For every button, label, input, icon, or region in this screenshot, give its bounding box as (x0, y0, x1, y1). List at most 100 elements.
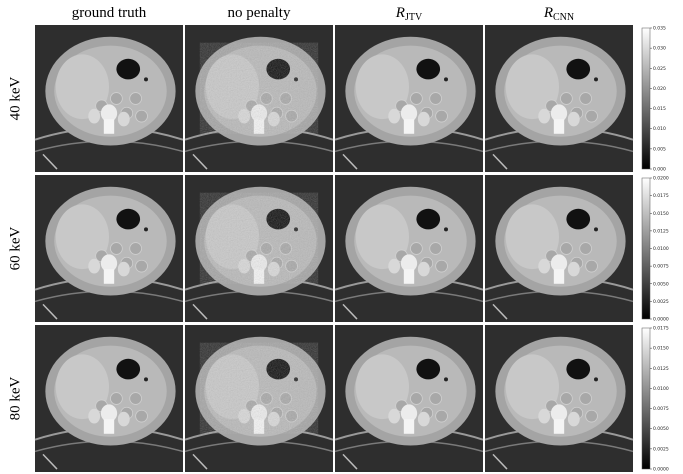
bowel (430, 243, 442, 255)
spine (104, 419, 114, 434)
colorbar-label: 0.0100 (653, 246, 669, 252)
bowel (110, 93, 122, 105)
gas (416, 209, 440, 230)
spine (554, 419, 564, 434)
kidney (418, 112, 430, 127)
bowel (580, 243, 592, 255)
spine (404, 119, 414, 134)
kidney (118, 412, 130, 427)
kidney (418, 262, 430, 277)
kidney (388, 409, 400, 424)
bowel (560, 93, 572, 105)
bowel (410, 393, 422, 405)
symbol: R (395, 5, 405, 21)
spine (554, 119, 564, 134)
colorbar-label: 0.025 (653, 66, 666, 72)
kidney (538, 409, 550, 424)
figure: ground truthno penaltyRJTVRCNN40 keV0.00… (0, 0, 683, 474)
row-label: 80 keV (7, 376, 23, 420)
bowel (410, 93, 422, 105)
bowel (586, 260, 598, 272)
colorbar-label: 0.0200 (653, 176, 669, 182)
kidney (118, 112, 130, 127)
bowel (110, 393, 122, 405)
gas (566, 59, 590, 80)
bowel (430, 393, 442, 405)
ct-image (185, 325, 333, 472)
colorbar-label: 0.0025 (653, 299, 669, 305)
bowel (410, 243, 422, 255)
gas-small (444, 227, 448, 231)
colorbar-label: 0.0075 (653, 406, 669, 412)
bowel (580, 393, 592, 405)
colorbar-label: 0.015 (653, 106, 666, 112)
gas (566, 209, 590, 230)
subscript: JTV (405, 12, 423, 23)
colorbar (642, 28, 650, 169)
symbol: R (543, 5, 553, 21)
column-header: ground truth (72, 5, 147, 21)
colorbar-label: 0.005 (653, 146, 666, 152)
colorbar-label: 0.000 (653, 167, 666, 173)
colorbar-label: 0.0175 (653, 326, 669, 332)
colorbar-label: 0.0000 (653, 317, 669, 323)
ct-image (335, 175, 483, 322)
ct-image (485, 175, 633, 322)
bowel (130, 393, 142, 405)
ct-image (35, 175, 183, 322)
bowel (110, 243, 122, 255)
column-header: no penalty (228, 5, 291, 21)
gas-small (144, 227, 148, 231)
gas (416, 359, 440, 380)
bowel (430, 93, 442, 105)
spine (404, 269, 414, 284)
colorbar-label: 0.0150 (653, 346, 669, 352)
kidney (88, 109, 100, 124)
colorbar-label: 0.0025 (653, 446, 669, 452)
colorbar (642, 328, 650, 469)
spine (104, 269, 114, 284)
row-label: 60 keV (7, 226, 23, 270)
kidney (538, 109, 550, 124)
bowel (560, 243, 572, 255)
bowel (136, 110, 148, 122)
ct-image (335, 325, 483, 472)
bowel (130, 243, 142, 255)
noise (200, 43, 318, 134)
bowel (436, 410, 448, 422)
gas-small (594, 377, 598, 381)
column-header: RCNN (543, 5, 574, 23)
colorbar (642, 178, 650, 319)
gas-small (444, 77, 448, 81)
ct-image (335, 25, 483, 172)
bowel (580, 93, 592, 105)
subscript: CNN (553, 12, 574, 23)
colorbar-label: 0.0175 (653, 193, 669, 199)
colorbar-label: 0.0100 (653, 386, 669, 392)
bowel (436, 260, 448, 272)
kidney (388, 259, 400, 274)
noise (200, 343, 318, 434)
gas (116, 209, 140, 230)
colorbar-label: 0.035 (653, 26, 666, 32)
bowel (586, 110, 598, 122)
ct-image (185, 175, 333, 322)
ct-image (485, 325, 633, 472)
colorbar-label: 0.0125 (653, 366, 669, 372)
kidney (88, 259, 100, 274)
gas (416, 59, 440, 80)
bowel (136, 260, 148, 272)
kidney (118, 262, 130, 277)
column-header: RJTV (395, 5, 423, 23)
gas-small (594, 77, 598, 81)
noise (200, 193, 318, 284)
kidney (568, 412, 580, 427)
spine (104, 119, 114, 134)
colorbar-label: 0.020 (653, 86, 666, 92)
spine (554, 269, 564, 284)
kidney (538, 259, 550, 274)
gas-small (594, 227, 598, 231)
gas (116, 59, 140, 80)
spine (404, 419, 414, 434)
row-label: 40 keV (7, 76, 23, 120)
